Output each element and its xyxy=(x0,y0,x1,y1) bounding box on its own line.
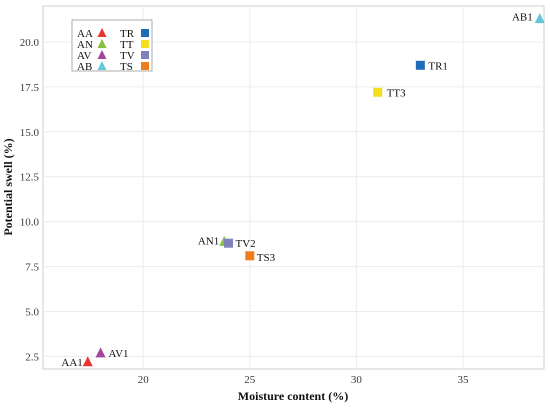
x-tick-label: 25 xyxy=(244,374,256,386)
y-tick-label: 12.5 xyxy=(20,172,40,184)
legend-marker xyxy=(141,62,149,70)
x-tick-label: 35 xyxy=(457,374,469,386)
y-tick-label: 2.5 xyxy=(25,351,39,363)
x-tick-label: 20 xyxy=(138,374,150,386)
data-point-tt3 xyxy=(373,87,383,97)
data-point-ts3 xyxy=(245,251,255,261)
legend-marker xyxy=(97,49,107,60)
y-tick-label: 10.0 xyxy=(20,217,40,229)
legend-marker xyxy=(141,29,149,37)
legend-marker xyxy=(97,60,107,71)
point-label: AN1 xyxy=(198,235,219,247)
y-tick-label: 5.0 xyxy=(25,306,39,318)
x-axis-ticks: 20 25 30 35 xyxy=(138,374,469,386)
point-label: AB1 xyxy=(512,12,533,24)
point-label: AA1 xyxy=(61,357,82,369)
point-label: TT3 xyxy=(387,87,406,99)
y-tick-label: 17.5 xyxy=(20,82,40,94)
x-axis-title: Moisture content (%) xyxy=(238,389,348,403)
point-label: TV2 xyxy=(235,238,255,250)
legend-label: TT xyxy=(120,39,134,51)
point-label: TS3 xyxy=(257,252,276,264)
legend-label: AV xyxy=(77,50,92,62)
data-point-av1 xyxy=(95,347,106,358)
y-tick-label: 7.5 xyxy=(25,262,39,274)
data-point-aa1 xyxy=(82,356,93,367)
legend-marker xyxy=(97,27,107,38)
legend-marker xyxy=(141,40,149,48)
y-axis-title: Potential swell (%) xyxy=(1,138,15,235)
point-label: AV1 xyxy=(109,348,129,360)
legend-label: AB xyxy=(77,61,92,73)
data-point-tr1 xyxy=(415,60,425,70)
legend-label: TS xyxy=(120,61,133,73)
y-tick-label: 15.0 xyxy=(20,127,40,139)
y-tick-label: 20.0 xyxy=(20,37,40,49)
legend-label: TR xyxy=(120,28,135,40)
data-point-tv2 xyxy=(223,238,233,248)
legend-label: TV xyxy=(120,50,135,62)
legend-label: AA xyxy=(77,28,93,40)
legend-label: AN xyxy=(77,39,93,51)
legend-box xyxy=(71,19,153,72)
y-axis-ticks: 2.5 5.0 7.5 10.0 12.5 15.0 17.5 20.0 xyxy=(20,37,40,363)
point-label: TR1 xyxy=(428,60,448,72)
data-point-ab1 xyxy=(534,13,545,24)
legend-marker xyxy=(141,51,149,59)
legend-marker xyxy=(97,38,107,49)
x-tick-label: 30 xyxy=(351,374,363,386)
